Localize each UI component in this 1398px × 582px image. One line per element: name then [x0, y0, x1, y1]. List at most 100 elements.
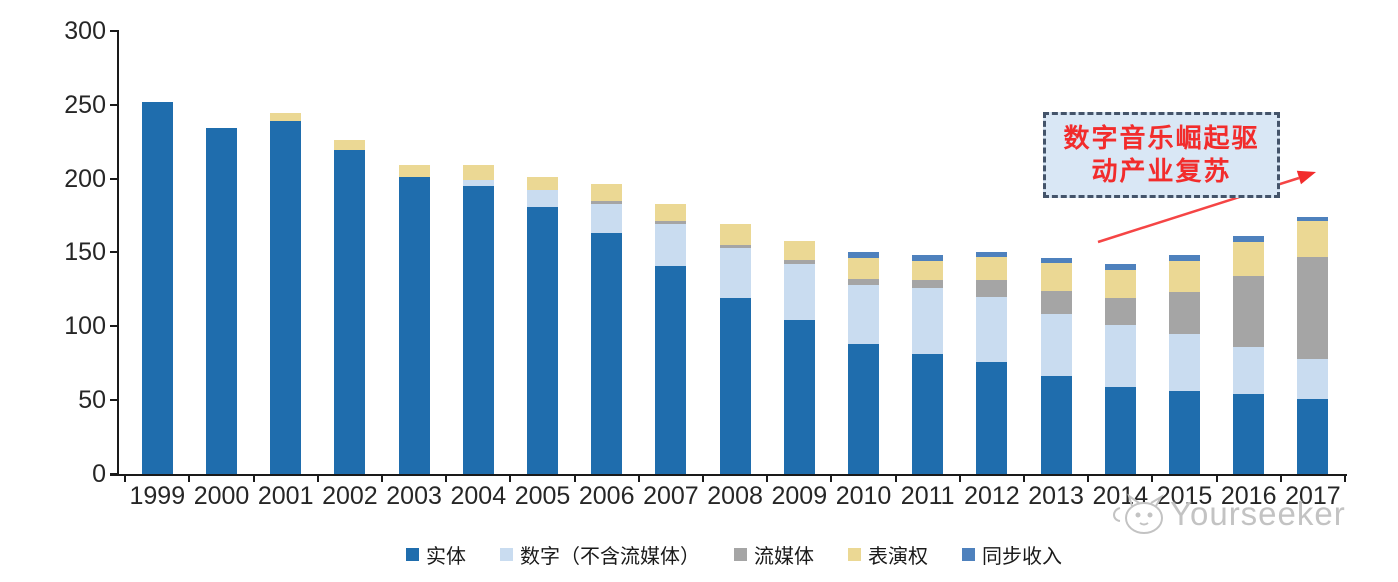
- y-axis-tick: [110, 103, 118, 106]
- x-axis-label-2017: 2017: [1285, 482, 1341, 510]
- bar-segment-physical-2002: [334, 150, 366, 474]
- bar-segment-performance-2001: [270, 113, 302, 121]
- x-axis-tick: [637, 474, 640, 482]
- x-axis-label-2015: 2015: [1156, 482, 1213, 510]
- bar-segment-physical-2003: [398, 177, 430, 474]
- bar-segment-physical-2015: [1169, 391, 1200, 474]
- legend-swatch-performance: [848, 548, 861, 561]
- bar-segment-streaming-2016: [1233, 276, 1265, 347]
- x-axis-line: [110, 474, 1347, 476]
- bar-segment-physical-2012: [976, 361, 1008, 474]
- bar-segment-performance-2010: [848, 258, 879, 279]
- x-axis-label-2010: 2010: [835, 482, 892, 510]
- y-axis-line: [117, 30, 119, 476]
- bar-segment-digital-2005: [527, 190, 558, 207]
- x-axis-label-2008: 2008: [707, 482, 763, 510]
- y-axis-tick: [110, 177, 118, 180]
- y-axis-tick: [110, 473, 118, 475]
- legend-item-digital: 数字（不含流媒体）: [500, 540, 700, 569]
- bar-segment-physical-2010: [848, 343, 879, 474]
- bar-segment-performance-2003: [398, 165, 430, 177]
- bar-segment-digital-2016: [1233, 346, 1265, 395]
- bar-segment-digital-2004: [462, 179, 494, 186]
- x-axis-label-2016: 2016: [1220, 482, 1277, 510]
- bar-segment-sync-2013: [1040, 258, 1072, 263]
- legend-swatch-streaming: [734, 548, 747, 561]
- bar-segment-streaming-2007: [655, 221, 687, 225]
- bar-segment-physical-2013: [1040, 376, 1072, 474]
- bar-segment-digital-2008: [719, 247, 751, 299]
- bar-segment-performance-2005: [527, 177, 558, 191]
- legend-label-physical: 实体: [426, 546, 466, 568]
- bar-segment-digital-2011: [912, 287, 944, 355]
- bar-segment-physical-2006: [591, 233, 623, 474]
- y-axis-tick-label: 100: [64, 312, 106, 341]
- bar-segment-physical-2001: [270, 120, 302, 474]
- annotation-text-line1: 数字音乐崛起驱: [1063, 124, 1260, 153]
- legend-label-digital: 数字（不含流媒体）: [520, 546, 700, 568]
- bar-segment-physical-1999: [141, 101, 173, 474]
- legend-item-sync: 同步收入: [962, 540, 1062, 569]
- x-axis-tick: [381, 474, 383, 482]
- x-axis-label-2005: 2005: [514, 482, 571, 510]
- legend-label-sync: 同步收入: [982, 546, 1062, 568]
- bar-segment-performance-2016: [1233, 242, 1265, 276]
- bar-segment-sync-2011: [912, 255, 944, 262]
- x-axis-label-2000: 2000: [193, 482, 250, 510]
- y-axis-tick: [110, 325, 118, 328]
- x-axis-tick: [188, 474, 191, 482]
- y-axis-tick-label: 200: [64, 164, 106, 193]
- bar-segment-physical-2000: [206, 128, 237, 474]
- bar-segment-performance-2008: [719, 224, 751, 245]
- legend-swatch-sync: [962, 548, 975, 561]
- x-axis-label-2001: 2001: [257, 482, 314, 510]
- bar-segment-streaming-2011: [912, 280, 944, 288]
- x-axis-tick: [958, 474, 961, 482]
- watermark: Yourseeker: [1108, 490, 1346, 538]
- cat-mascot-icon: [1113, 493, 1164, 534]
- bar-segment-performance-2002: [334, 140, 366, 151]
- y-axis-tick: [110, 251, 118, 254]
- x-axis-tick: [573, 474, 576, 482]
- bar-segment-sync-2015: [1169, 255, 1200, 262]
- bar-segment-performance-2009: [783, 240, 815, 260]
- bar-segment-streaming-2017: [1297, 256, 1329, 359]
- x-axis-label-2004: 2004: [450, 482, 507, 510]
- legend-swatch-physical: [406, 548, 419, 561]
- x-axis-tick: [894, 474, 897, 482]
- bar-segment-streaming-2015: [1169, 292, 1200, 334]
- x-axis-label-2006: 2006: [578, 482, 635, 510]
- bar-segment-performance-2013: [1040, 262, 1072, 291]
- bar-segment-physical-2009: [783, 320, 815, 474]
- bar-segment-streaming-2012: [976, 280, 1008, 297]
- x-axis-tick: [830, 474, 833, 482]
- bar-segment-physical-2007: [655, 265, 687, 474]
- x-axis-label-2007: 2007: [643, 482, 699, 510]
- x-axis-label-2011: 2011: [900, 482, 955, 510]
- bar-segment-performance-2006: [591, 184, 623, 201]
- legend: 实体 数字（不含流媒体） 流媒体 表演权 同步收入: [70, 540, 1398, 569]
- x-axis-tick: [252, 474, 255, 482]
- bar-segment-sync-2014: [1104, 264, 1136, 271]
- y-axis-tick-label: 50: [78, 386, 106, 415]
- legend-label-streaming: 流媒体: [754, 546, 814, 568]
- bar-segment-physical-2004: [462, 185, 494, 474]
- x-axis-label-2003: 2003: [386, 482, 442, 510]
- y-axis-tick-label: 0: [92, 460, 106, 488]
- bar-segment-streaming-2013: [1040, 290, 1072, 315]
- x-axis-tick: [702, 474, 704, 482]
- bar-segment-sync-2016: [1233, 236, 1265, 243]
- x-axis-label-2012: 2012: [964, 482, 1020, 510]
- x-axis-tick: [766, 474, 769, 482]
- bar-segment-performance-2004: [462, 165, 494, 180]
- watermark-text: Yourseeker: [1170, 495, 1346, 532]
- bar-segment-physical-2011: [912, 354, 944, 474]
- y-axis-tick-label: 150: [64, 238, 106, 267]
- bar-segment-streaming-2009: [783, 259, 815, 265]
- bar-segment-streaming-2010: [848, 278, 879, 285]
- bar-segment-physical-2016: [1233, 394, 1265, 474]
- bar-segment-streaming-2006: [591, 200, 623, 204]
- bar-segment-sync-2012: [976, 252, 1008, 257]
- x-axis-tick: [316, 474, 319, 482]
- legend-item-physical: 实体: [406, 540, 466, 569]
